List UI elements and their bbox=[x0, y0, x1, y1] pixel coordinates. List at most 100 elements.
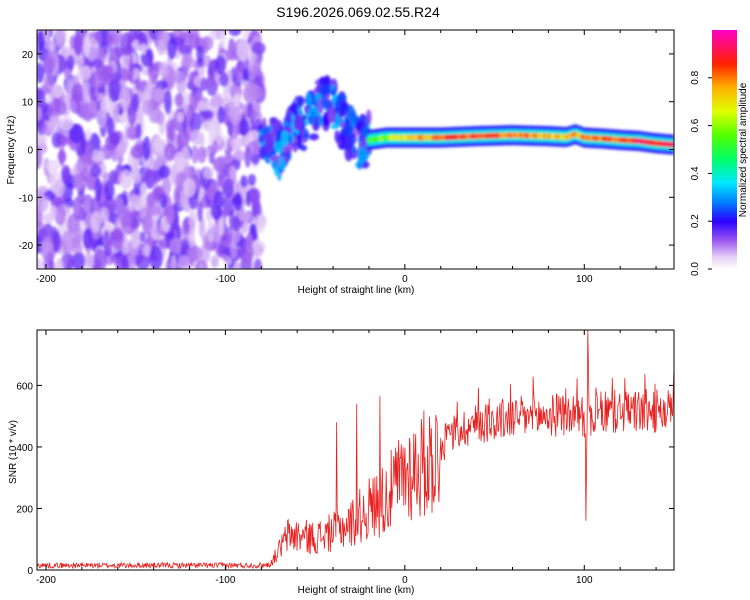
y-tick-label: 600 bbox=[16, 381, 33, 392]
noise-blob bbox=[92, 58, 103, 69]
noise-blob bbox=[37, 106, 42, 121]
noise-blob bbox=[105, 236, 112, 252]
noise-blob bbox=[97, 108, 107, 128]
noise-blob bbox=[61, 230, 75, 255]
noise-blob bbox=[51, 230, 62, 253]
noise-blob bbox=[182, 30, 194, 43]
noise-blob bbox=[77, 65, 92, 81]
noise-blob bbox=[188, 227, 196, 249]
noise-blob bbox=[85, 247, 92, 269]
noise-blob bbox=[108, 79, 121, 103]
noise-blob bbox=[228, 30, 242, 37]
noise-blob bbox=[183, 178, 196, 198]
noise-blob bbox=[44, 40, 58, 51]
noise-blob bbox=[183, 91, 189, 116]
noise-blob bbox=[210, 255, 219, 268]
noise-blob bbox=[168, 118, 176, 143]
noise-blob bbox=[111, 226, 124, 250]
noise-blob bbox=[59, 148, 65, 167]
noise-blob bbox=[82, 228, 93, 249]
spectrogram-blobs bbox=[37, 30, 674, 269]
noise-blob bbox=[137, 32, 148, 47]
transition-blob bbox=[321, 99, 330, 109]
noise-blob bbox=[51, 84, 64, 98]
spectrogram-y-axis-label: Frequency (Hz) bbox=[6, 116, 17, 185]
noise-blob bbox=[89, 164, 102, 178]
noise-blob bbox=[247, 173, 257, 186]
noise-blob bbox=[247, 84, 262, 100]
transition-blob bbox=[279, 156, 286, 172]
transition-blob bbox=[306, 92, 313, 107]
noise-blob bbox=[109, 131, 121, 146]
x-tick-label: -100 bbox=[215, 274, 235, 285]
noise-blob bbox=[240, 175, 248, 188]
noise-blob bbox=[137, 231, 146, 243]
noise-blob bbox=[55, 30, 67, 49]
noise-blob bbox=[44, 71, 54, 95]
transition-blob bbox=[273, 140, 284, 154]
noise-blob bbox=[71, 243, 84, 254]
noise-blob bbox=[50, 196, 63, 207]
noise-blob bbox=[149, 245, 163, 269]
noise-blob bbox=[119, 136, 129, 150]
colorbar-scale bbox=[712, 30, 737, 269]
noise-blob bbox=[167, 37, 177, 60]
noise-blob bbox=[174, 151, 184, 173]
x-tick-label: 0 bbox=[402, 274, 408, 285]
noise-blob bbox=[149, 158, 164, 170]
noise-blob bbox=[83, 32, 91, 58]
transition-blob bbox=[359, 149, 370, 161]
transition-blob bbox=[310, 109, 316, 127]
noise-blob bbox=[143, 244, 151, 257]
noise-blob bbox=[173, 186, 181, 207]
noise-blob bbox=[140, 182, 148, 208]
noise-blob bbox=[256, 214, 265, 234]
noise-blob bbox=[109, 169, 118, 185]
noise-blob bbox=[37, 89, 46, 108]
transition-blob bbox=[283, 154, 289, 162]
transition-blob bbox=[318, 76, 329, 85]
colorbar: 0.0 0.2 0.4 0.6 0.8 Normalized spectral ampl… bbox=[690, 30, 749, 276]
snr-y-axis-label: SNR (10 * v/v) bbox=[8, 420, 19, 484]
y-tick-label: 10 bbox=[22, 98, 34, 109]
noise-blob bbox=[216, 127, 223, 146]
transition-blob bbox=[342, 123, 352, 138]
noise-blob bbox=[93, 248, 107, 269]
noise-blob bbox=[246, 61, 257, 83]
noise-blob bbox=[208, 128, 217, 142]
colorbar-ticks: 0.0 0.2 0.4 0.6 0.8 bbox=[690, 70, 712, 276]
noise-blob bbox=[169, 237, 182, 255]
noise-blob bbox=[233, 150, 247, 161]
noise-blob bbox=[188, 245, 202, 262]
transition-blob bbox=[308, 133, 319, 141]
noise-blob bbox=[251, 238, 263, 259]
noise-blob bbox=[99, 206, 110, 224]
noise-blob bbox=[226, 226, 233, 244]
y-tick-label: -10 bbox=[19, 193, 34, 204]
noise-blob bbox=[132, 171, 142, 184]
noise-blob bbox=[143, 212, 151, 231]
noise-blob bbox=[173, 211, 180, 232]
transition-blob bbox=[315, 115, 320, 128]
noise-blob bbox=[40, 241, 53, 251]
x-tick-label: 100 bbox=[576, 575, 593, 586]
y-tick-label: -20 bbox=[19, 241, 34, 252]
noise-blob bbox=[200, 109, 214, 119]
noise-blob bbox=[230, 136, 244, 149]
noise-blob bbox=[156, 111, 165, 125]
noise-blob bbox=[90, 149, 105, 162]
noise-blob bbox=[48, 115, 62, 133]
transition-blob bbox=[358, 163, 362, 170]
noise-blob bbox=[229, 166, 237, 181]
x-tick-label: -200 bbox=[36, 575, 56, 586]
noise-blob bbox=[159, 61, 169, 78]
chart-title: S196.2026.069.02.55.R24 bbox=[276, 4, 440, 20]
snr-series-line bbox=[37, 330, 674, 570]
noise-blob bbox=[37, 134, 44, 148]
noise-blob bbox=[197, 146, 207, 164]
colorbar-tick-label: 0.4 bbox=[690, 166, 701, 180]
noise-blob bbox=[202, 38, 209, 55]
colorbar-tick-label: 0.6 bbox=[690, 118, 701, 132]
noise-blob bbox=[156, 40, 165, 56]
